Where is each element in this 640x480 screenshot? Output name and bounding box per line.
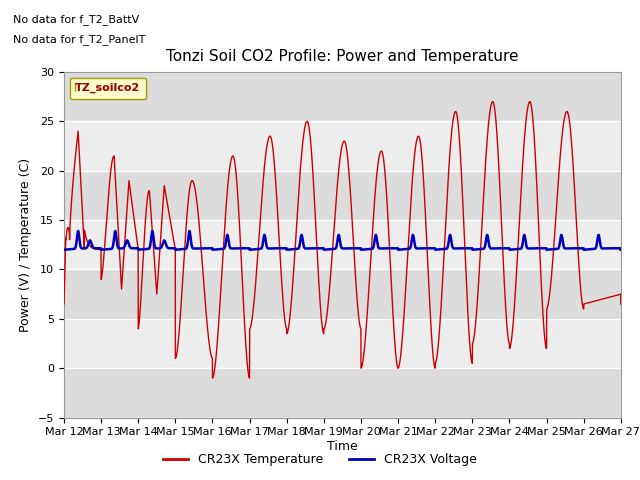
- Bar: [64, 121, 621, 171]
- Bar: [64, 319, 621, 368]
- Y-axis label: Power (V) / Temperature (C): Power (V) / Temperature (C): [19, 158, 33, 332]
- Legend: CR23X Temperature, CR23X Voltage: CR23X Temperature, CR23X Voltage: [159, 448, 481, 471]
- Legend: TZ_soilco2: TZ_soilco2: [70, 78, 146, 99]
- Text: No data for f_T2_PanelT: No data for f_T2_PanelT: [13, 34, 145, 45]
- Text: No data for f_T2_BattV: No data for f_T2_BattV: [13, 14, 139, 25]
- X-axis label: Time: Time: [327, 440, 358, 453]
- Bar: [64, 220, 621, 269]
- Title: Tonzi Soil CO2 Profile: Power and Temperature: Tonzi Soil CO2 Profile: Power and Temper…: [166, 49, 518, 64]
